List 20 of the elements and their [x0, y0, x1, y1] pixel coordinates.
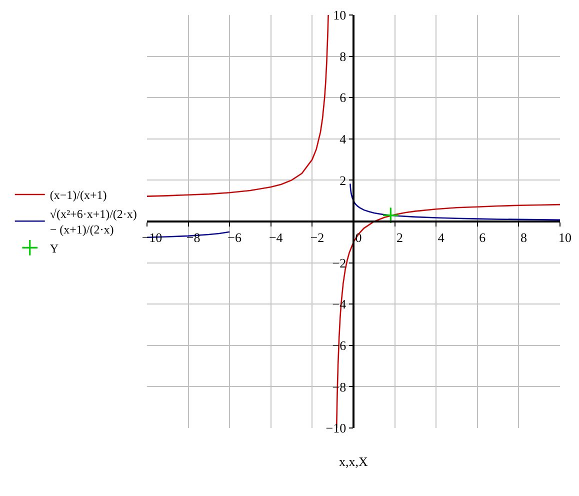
x-tick-label: 2	[396, 230, 404, 245]
x-tick-label: −4	[268, 230, 284, 245]
legend-label: √(x²+6·x+1)/(2·x) − (x+1)/(2·x)	[50, 206, 137, 237]
y-tick-label: 2	[340, 172, 346, 188]
y-tick-label: 6	[340, 90, 347, 106]
y-tick-label: −10	[326, 420, 346, 436]
y-tick-label: 4	[340, 131, 347, 146]
x-tick-label: −6	[228, 230, 242, 245]
y-tick-label: 10	[333, 8, 346, 23]
x-tick-label: 4	[438, 230, 445, 245]
x-axis-title: x,x,X	[339, 454, 368, 469]
legend-label: (x−1)/(x+1)	[50, 188, 107, 202]
y-tick-label: −2	[332, 255, 346, 270]
x-tick-label: −2	[310, 230, 324, 245]
x-tick-label: 8	[520, 230, 527, 245]
x-tick-label: 6	[479, 230, 486, 245]
legend-label: Y	[50, 241, 59, 256]
x-tick-label: 0	[355, 230, 362, 245]
y-tick-label: 8	[340, 48, 346, 64]
x-tick-label: 10	[558, 230, 572, 245]
